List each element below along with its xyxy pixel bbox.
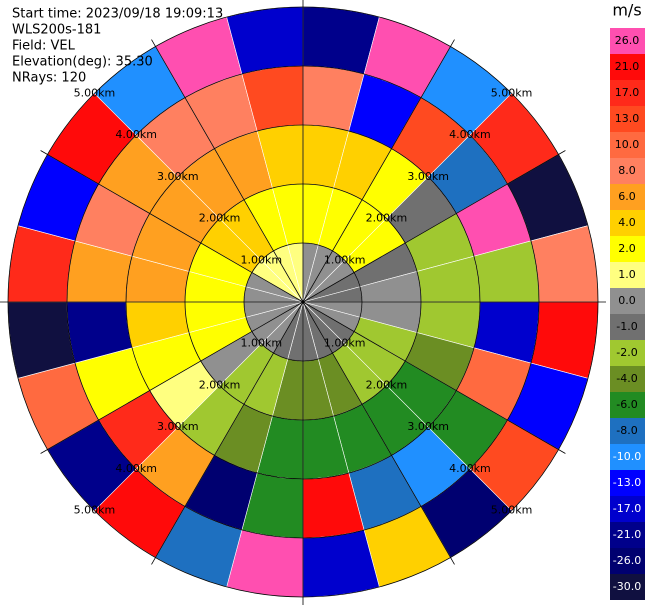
spoke — [302, 301, 455, 565]
colorbar-tick-label: -2.0 — [616, 346, 637, 359]
colorbar-segment — [610, 444, 645, 470]
colorbar-segment — [610, 340, 645, 366]
header-line: Elevation(deg): 35.30 — [12, 55, 153, 70]
colorbar-segment — [610, 574, 645, 600]
spoke — [40, 301, 304, 454]
colorbar-segment — [610, 288, 645, 314]
colorbar-segment — [610, 236, 645, 262]
colorbar-tick-label: -8.0 — [616, 424, 637, 437]
range-ring-label: 1.00km — [324, 253, 366, 266]
colorbar-tick-label: 21.0 — [615, 60, 640, 73]
colorbar-segment — [610, 314, 645, 340]
colorbar-tick-label: -1.0 — [616, 320, 637, 333]
colorbar-segment — [610, 470, 645, 496]
colorbar-tick-label: 4.0 — [618, 216, 636, 229]
colorbar-segment — [610, 366, 645, 392]
range-ring-label: 3.00km — [407, 420, 449, 433]
ppi-overlay: 1.00km 1.00km 1.00km 1.00km 2.00km 2.00km 2.00… — [0, 0, 606, 605]
colorbar-tick-label: 8.0 — [618, 164, 636, 177]
range-ring-label: 2.00km — [199, 212, 241, 225]
spoke — [151, 301, 304, 565]
colorbar-segment — [610, 54, 645, 80]
colorbar-segment — [610, 210, 645, 236]
colorbar-tick-label: 10.0 — [615, 138, 640, 151]
colorbar-tick-label: 6.0 — [618, 190, 636, 203]
header-line: WLS200s-181 — [12, 23, 101, 38]
colorbar-segment — [610, 184, 645, 210]
header: Start time: 2023/09/18 19:09:13WLS200s-1… — [12, 7, 223, 86]
colorbar-tick-label: 26.0 — [615, 34, 640, 47]
range-ring-label: 5.00km — [74, 86, 116, 99]
colorbar-tick-label: -6.0 — [616, 398, 637, 411]
spoke — [151, 39, 304, 303]
spoke — [302, 39, 455, 303]
colorbar-tick-label: 17.0 — [615, 86, 640, 99]
range-ring — [7, 6, 599, 598]
spoke — [302, 301, 566, 454]
range-ring-label: 5.00km — [491, 504, 533, 517]
range-ring-label: 3.00km — [157, 420, 199, 433]
colorbar-segment — [610, 80, 645, 106]
header-line: NRays: 120 — [12, 71, 86, 86]
spoke — [302, 150, 566, 303]
range-ring-label: 3.00km — [157, 170, 199, 183]
colorbar-segment — [610, 158, 645, 184]
range-ring — [243, 242, 363, 362]
colorbar-segment — [610, 392, 645, 418]
spoke — [40, 150, 304, 303]
range-ring-label: 2.00km — [366, 378, 408, 391]
colorbar-segment — [610, 548, 645, 574]
range-ring — [125, 124, 481, 480]
colorbar-segment — [610, 132, 645, 158]
range-ring-label: 4.00km — [449, 128, 491, 141]
range-ring-label: 4.00km — [115, 462, 157, 475]
range-ring-label: 4.00km — [449, 462, 491, 475]
colorbar-tick-label: 2.0 — [618, 242, 636, 255]
colorbar-segment — [610, 28, 645, 54]
range-ring-label: 2.00km — [199, 378, 241, 391]
colorbar-tick-label: -26.0 — [613, 554, 641, 567]
colorbar-segment — [610, 496, 645, 522]
range-ring-label: 2.00km — [366, 212, 408, 225]
colorbar-title: m/s — [612, 1, 641, 20]
range-ring — [66, 65, 540, 539]
colorbar-tick-label: -4.0 — [616, 372, 637, 385]
range-ring-label: 5.00km — [491, 86, 533, 99]
range-ring-label: 1.00km — [240, 337, 282, 350]
colorbar-segment — [610, 418, 645, 444]
range-ring-label: 1.00km — [240, 253, 282, 266]
range-ring-label: 3.00km — [407, 170, 449, 183]
colorbar-segment — [610, 262, 645, 288]
colorbar-tick-label: -13.0 — [613, 476, 641, 489]
range-ring-label: 4.00km — [115, 128, 157, 141]
colorbar-tick-label: -30.0 — [613, 580, 641, 593]
colorbar-segment — [610, 522, 645, 548]
range-ring — [184, 183, 422, 421]
range-ring-label: 5.00km — [74, 504, 116, 517]
header-line: Field: VEL — [12, 39, 76, 54]
colorbar-tick-label: 0.0 — [618, 294, 636, 307]
colorbar-tick-label: 1.0 — [618, 268, 636, 281]
colorbar-segment — [610, 106, 645, 132]
colorbar-tick-label: -21.0 — [613, 528, 641, 541]
colorbar-tick-label: -10.0 — [613, 450, 641, 463]
range-ring-label: 1.00km — [324, 337, 366, 350]
colorbar: m/s 26.0 21.0 17.0 13.0 10.0 8.0 6.0 4.0 2.0 1.0 0.… — [610, 1, 645, 600]
colorbar-tick-label: 13.0 — [615, 112, 640, 125]
colorbar-tick-label: -17.0 — [613, 502, 641, 515]
header-line: Start time: 2023/09/18 19:09:13 — [12, 7, 223, 22]
